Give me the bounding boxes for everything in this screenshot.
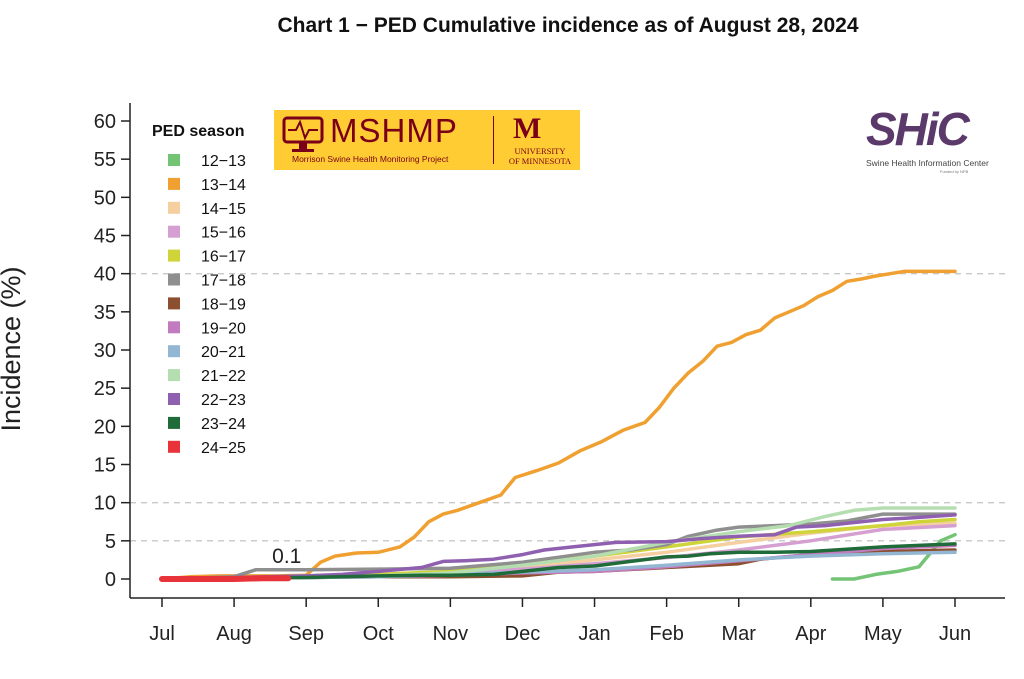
x-tick-label: Dec (505, 623, 541, 645)
legend-entry: 24−25 (201, 440, 246, 457)
legend-swatch (168, 177, 180, 190)
x-tick-label: Apr (795, 623, 826, 645)
y-tick-label: 40 (94, 264, 116, 286)
legend-entry: 15−16 (201, 225, 246, 242)
y-tick-label: 15 (94, 455, 116, 477)
y-tick-label: 45 (94, 226, 116, 248)
legend-entry: 17−18 (201, 273, 246, 290)
legend-swatch (168, 249, 180, 262)
legend-entry: 22−23 (201, 392, 246, 409)
y-axis-label: Incidence (%) (0, 266, 26, 431)
legend-entry: 21−22 (201, 368, 246, 385)
annotation-label: 0.1 (272, 545, 301, 568)
x-tick-label: Jun (939, 623, 971, 645)
x-tick-label: Oct (363, 623, 395, 645)
axes: 0 5 10 15 20 25 30 35 40 45 50 55 60 Jul Aug Sep Oct Nov D… (94, 103, 1005, 645)
series-lines (159, 269, 957, 582)
y-tick-label: 20 (94, 416, 116, 438)
legend-entry: 18−19 (201, 296, 246, 313)
monitor-icon (282, 116, 324, 152)
legend-entry: 16−17 (201, 249, 246, 266)
legend-entry: 13−14 (201, 177, 246, 194)
y-tick-label: 60 (94, 111, 116, 133)
legend-entry: 14−15 (201, 201, 246, 218)
series-line-24-25 (159, 575, 292, 582)
y-tick-label: 55 (94, 149, 116, 171)
mshmp-logo: MSHMP Morrison Swine Health Monitoring P… (274, 110, 580, 170)
legend-title: PED season (152, 123, 244, 140)
legend: PED season 12−13 13−14 14−15 15−16 16−17 17−18… (152, 123, 246, 457)
chart-title: Chart 1 − PED Cumulative incidence as of… (277, 14, 859, 37)
legend-entry: 12−13 (201, 153, 246, 170)
legend-entry: 20−21 (201, 344, 246, 361)
legend-swatch (168, 369, 180, 382)
y-tick-label: 50 (94, 187, 116, 209)
series-line-13-14 (160, 269, 957, 581)
legend-swatch (168, 416, 180, 429)
series-line-12-13 (830, 532, 957, 581)
y-tick-label: 25 (94, 378, 116, 400)
legend-swatch (168, 201, 180, 214)
legend-entry: 19−20 (201, 320, 246, 337)
y-tick-label: 5 (105, 531, 116, 553)
legend-swatch (168, 393, 180, 405)
x-tick-label: Jul (149, 623, 175, 645)
series-line-22-23 (160, 513, 957, 581)
y-tick-label: 10 (94, 493, 116, 515)
x-tick-label: Nov (433, 623, 469, 645)
reference-lines (130, 273, 1005, 542)
legend-swatch (168, 440, 180, 453)
x-tick-label: Jan (578, 623, 610, 645)
legend-swatch (168, 321, 180, 334)
x-tick-label: Aug (216, 623, 252, 645)
x-tick-label: Sep (288, 623, 324, 645)
x-tick-label: Feb (649, 623, 683, 645)
y-tick-label: 0 (105, 569, 116, 591)
legend-swatch (168, 273, 180, 286)
legend-entry: 23−24 (201, 416, 246, 433)
series-line-23-24 (160, 542, 957, 581)
legend-swatch (168, 345, 180, 358)
legend-swatch (168, 154, 180, 166)
legend-swatch (168, 297, 180, 310)
x-tick-label: Mar (722, 623, 757, 645)
y-tick-label: 30 (94, 340, 116, 362)
shic-logo: SHiC Swine Health Information Center Fun… (866, 103, 989, 174)
y-tick-label: 35 (94, 302, 116, 324)
legend-swatch (168, 225, 180, 238)
x-tick-label: May (864, 623, 902, 645)
